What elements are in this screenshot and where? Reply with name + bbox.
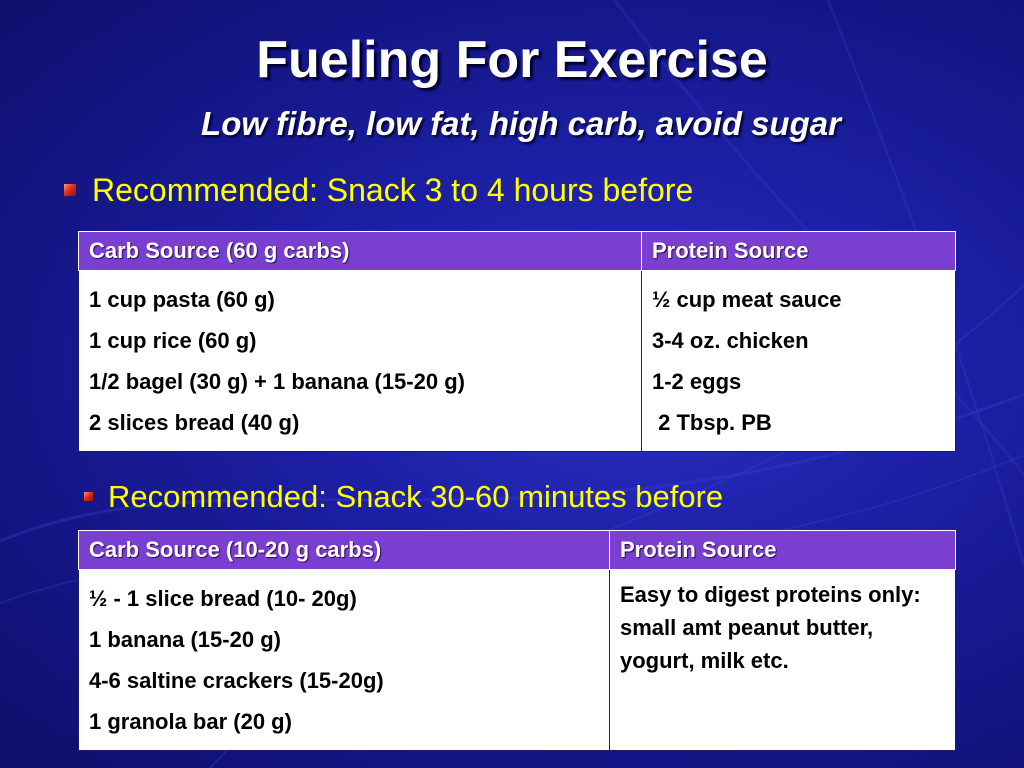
slide-subtitle: Low fibre, low fat, high carb, avoid sug… [201,105,841,142]
list-item: 1 cup pasta (60 g) [89,287,275,312]
list-item: 4-6 saltine crackers (15-20g) [89,668,384,693]
table-row: ½ - 1 slice bread (10- 20g) 1 banana (15… [78,569,956,751]
header-carb-source: Carb Source (60 g carbs) [78,231,642,271]
list-item: 2 Tbsp. PB [652,410,772,435]
list-item: 1-2 eggs [652,369,742,394]
table-header-row: Carb Source (10-20 g carbs) Protein Sour… [78,530,956,570]
list-item: 3-4 oz. chicken [652,328,809,353]
list-item: 1 cup rice (60 g) [89,328,257,353]
list-item: 1 banana (15-20 g) [89,627,281,652]
list-item: 2 slices bread (40 g) [89,410,300,435]
snack-table-3-4-hours: Carb Source (60 g carbs) Protein Source … [78,231,956,452]
header-protein-source: Protein Source [641,231,956,271]
list-item: 1/2 bagel (30 g) + 1 banana (15-20 g) [89,369,465,394]
protein-cell: Easy to digest proteins only: small amt … [609,569,956,751]
protein-cell: ½ cup meat sauce 3-4 oz. chicken 1-2 egg… [641,270,956,452]
list-item: ½ cup meat sauce [652,287,842,312]
bullet-text-1: Recommended: Snack 3 to 4 hours before [92,172,694,208]
red-square-bullet-icon [84,492,93,502]
snack-table-30-60-minutes: Carb Source (10-20 g carbs) Protein Sour… [78,530,956,751]
carb-cell: ½ - 1 slice bread (10- 20g) 1 banana (15… [78,569,610,751]
table-header-row: Carb Source (60 g carbs) Protein Source [78,231,956,271]
carb-cell: 1 cup pasta (60 g) 1 cup rice (60 g) 1/2… [78,270,642,452]
protein-description: Easy to digest proteins only: small amt … [620,582,921,673]
header-protein-source: Protein Source [609,530,956,570]
red-square-bullet-icon [64,183,76,196]
table-row: 1 cup pasta (60 g) 1 cup rice (60 g) 1/2… [78,270,956,452]
bullet-section-2: Recommended: Snack 30-60 minutes before [84,479,723,515]
bullet-text-2: Recommended: Snack 30-60 minutes before [108,479,724,514]
list-item: ½ - 1 slice bread (10- 20g) [89,586,357,611]
slide-title: Fueling For Exercise [256,31,768,89]
header-carb-source: Carb Source (10-20 g carbs) [78,530,610,570]
bullet-section-1: Recommended: Snack 3 to 4 hours before [64,172,693,209]
list-item: 1 granola bar (20 g) [89,709,292,734]
